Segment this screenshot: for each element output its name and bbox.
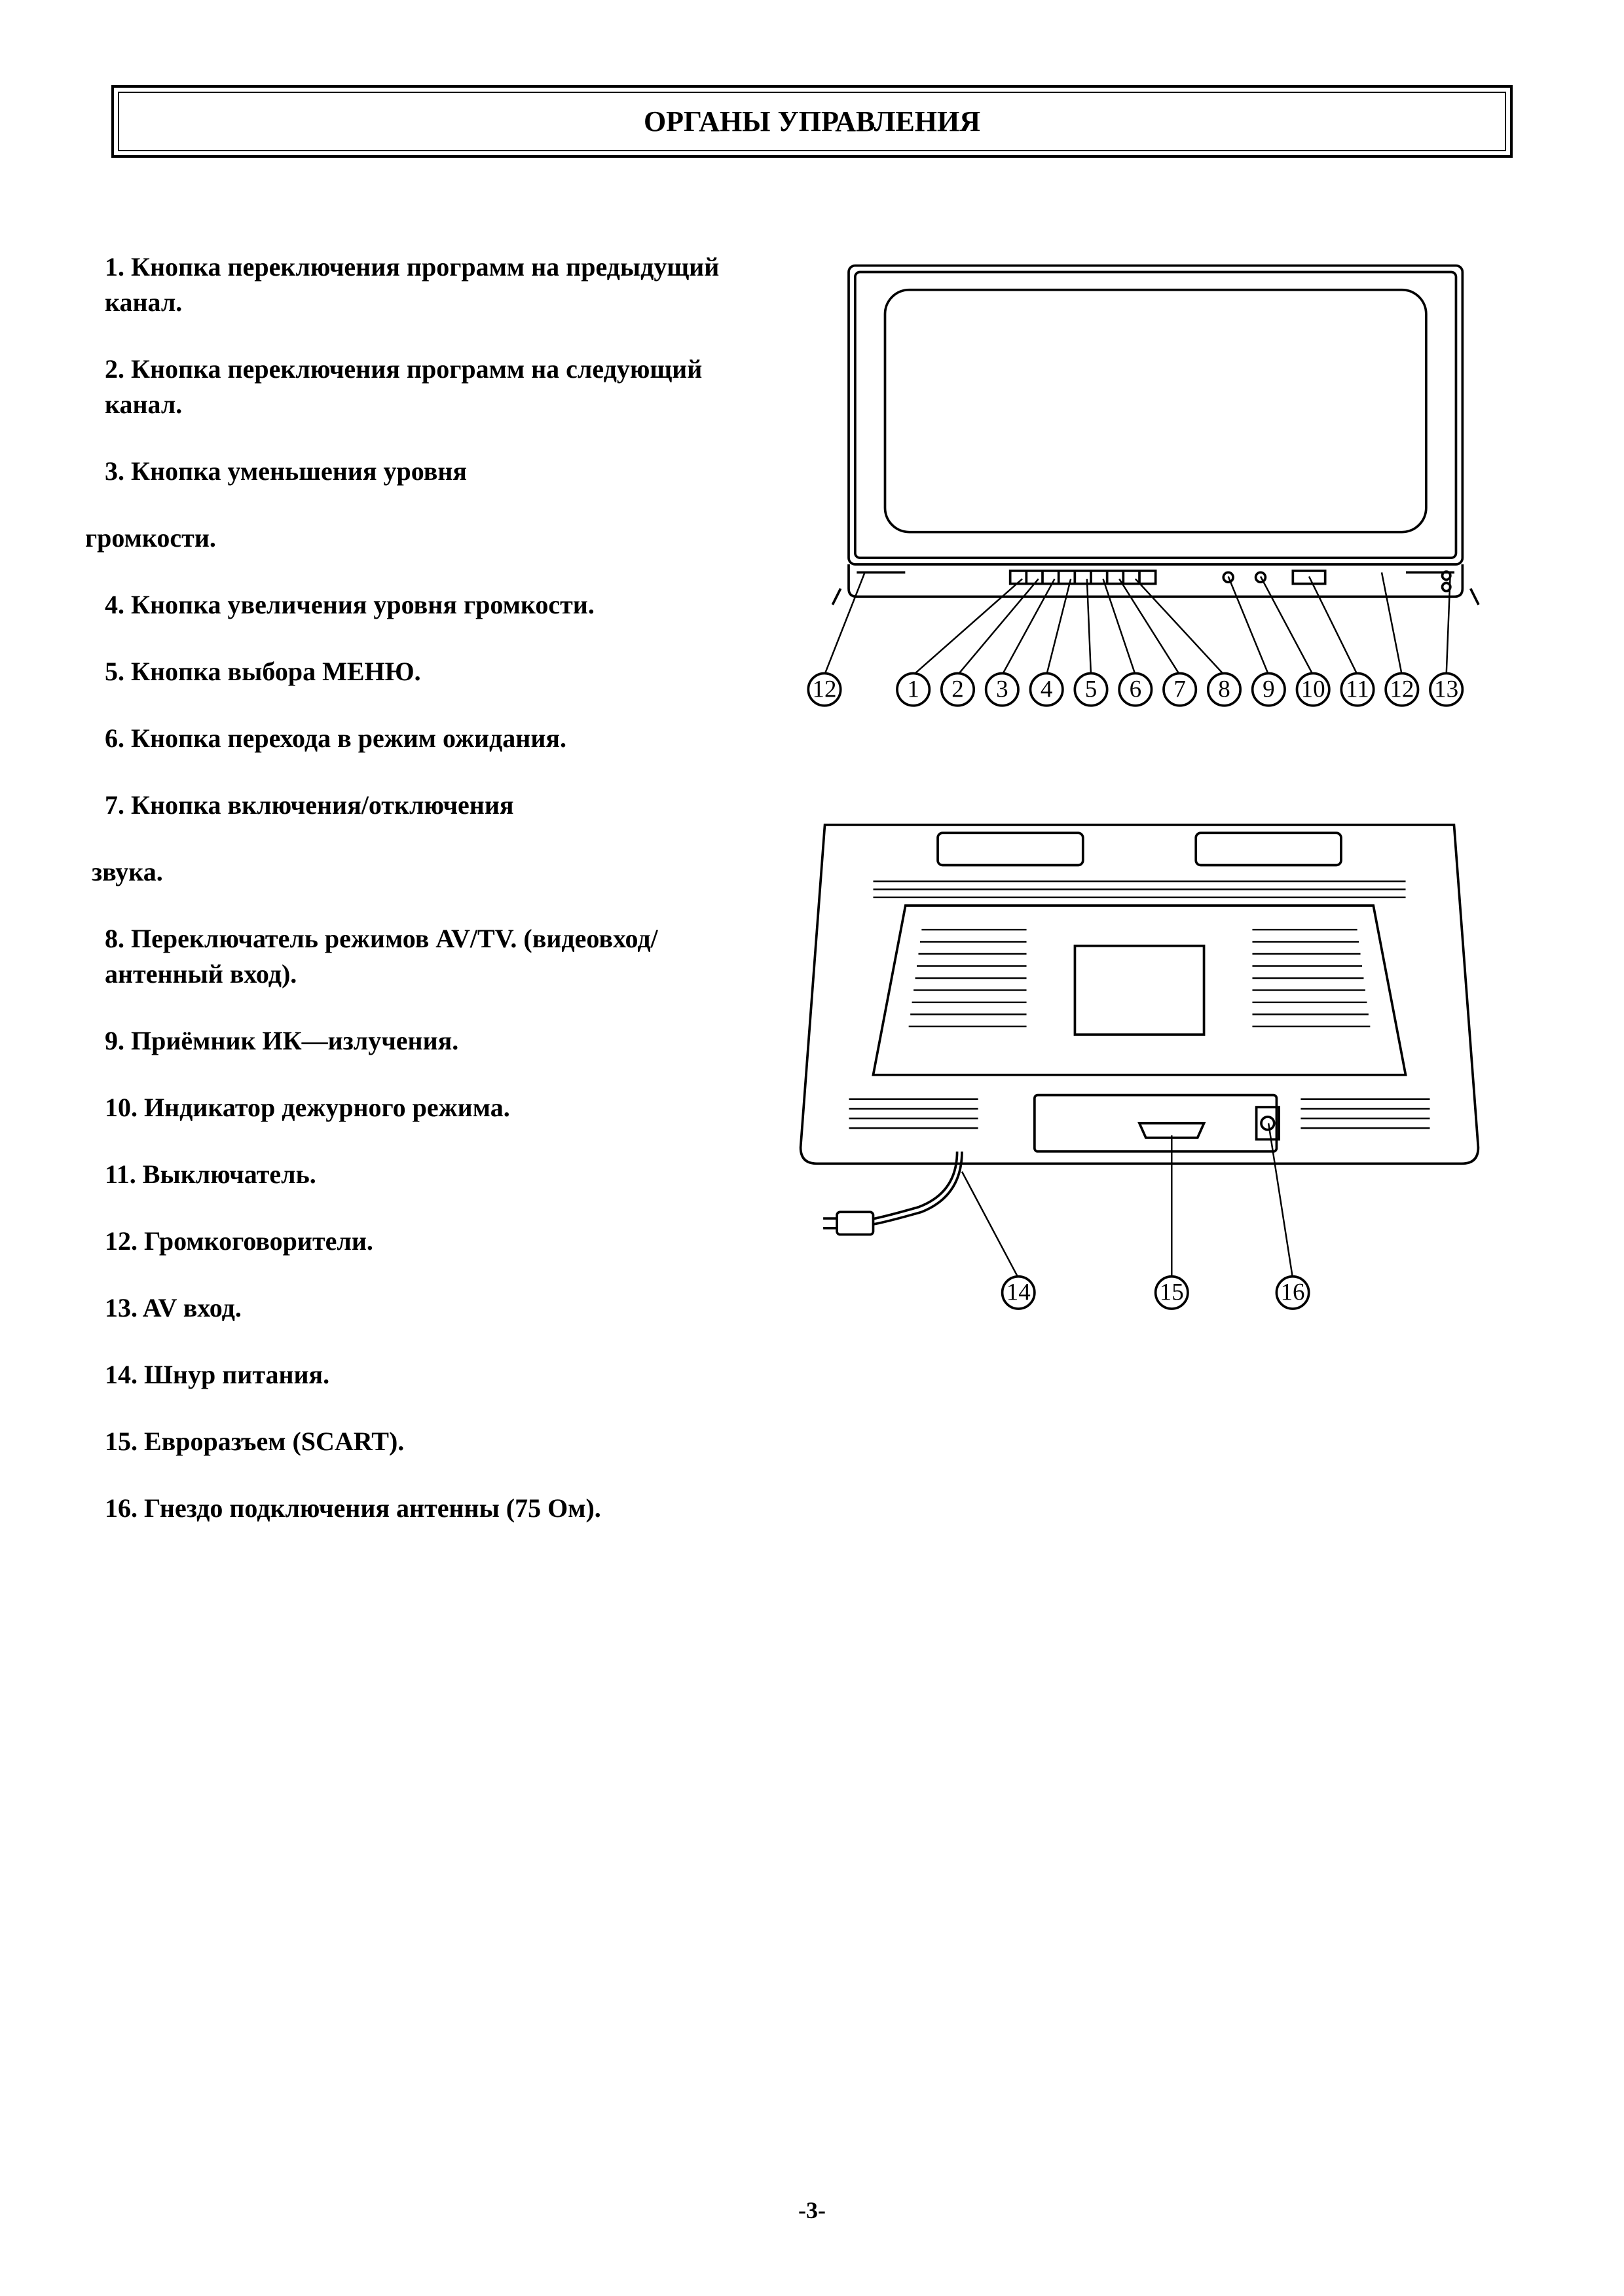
svg-text:9: 9 bbox=[1263, 676, 1275, 702]
svg-text:7: 7 bbox=[1173, 676, 1186, 702]
page-number: -3- bbox=[0, 2196, 1624, 2224]
svg-text:1: 1 bbox=[907, 676, 919, 702]
list-item: 12. Громкоговорители. bbox=[105, 1224, 733, 1259]
svg-text:3: 3 bbox=[996, 676, 1008, 702]
svg-text:5: 5 bbox=[1085, 676, 1098, 702]
svg-text:12: 12 bbox=[813, 676, 837, 702]
title-frame: ОРГАНЫ УПРАВЛЕНИЯ bbox=[111, 85, 1513, 158]
list-item: громкости. bbox=[85, 520, 733, 556]
list-item: 1. Кнопка переключения программ на преды… bbox=[105, 249, 733, 320]
list-item: 4. Кнопка увеличения уровня громкости. bbox=[105, 587, 733, 623]
list-item: 7. Кнопка включения/отключения bbox=[105, 788, 733, 823]
list-item: 8. Переключатель режимов AV/TV. (видеовх… bbox=[105, 921, 733, 992]
svg-text:16: 16 bbox=[1281, 1278, 1305, 1305]
list-item: звука. bbox=[92, 854, 733, 890]
list-item: 16. Гнездо подключения антенны (75 Ом). bbox=[105, 1491, 733, 1526]
list-item: 13. AV вход. bbox=[105, 1290, 733, 1326]
svg-text:11: 11 bbox=[1346, 676, 1369, 702]
svg-text:14: 14 bbox=[1006, 1278, 1031, 1305]
svg-text:15: 15 bbox=[1160, 1278, 1184, 1305]
page-title: ОРГАНЫ УПРАВЛЕНИЯ bbox=[118, 92, 1506, 151]
list-item: 14. Шнур питания. bbox=[105, 1357, 733, 1393]
list-item: 2. Кнопка переключения программ на следу… bbox=[105, 352, 733, 422]
controls-list: 1. Кнопка переключения программ на преды… bbox=[105, 249, 733, 1558]
list-item: 11. Выключатель. bbox=[105, 1157, 733, 1192]
list-item: 5. Кнопка выбора МЕНЮ. bbox=[105, 654, 733, 689]
svg-text:12: 12 bbox=[1390, 676, 1414, 702]
list-item: 3. Кнопка уменьшения уровня bbox=[105, 454, 733, 489]
tv-back-diagram: 14 15 16 bbox=[760, 776, 1519, 1333]
svg-text:4: 4 bbox=[1041, 676, 1053, 702]
tv-front-diagram: 1212345678910111213 bbox=[760, 249, 1519, 734]
list-item: 15. Евроразъем (SCART). bbox=[105, 1424, 733, 1459]
list-item: 9. Приёмник ИК—излучения. bbox=[105, 1023, 733, 1059]
svg-text:6: 6 bbox=[1130, 676, 1142, 702]
svg-text:13: 13 bbox=[1434, 676, 1458, 702]
list-item: 6. Кнопка перехода в режим ожидания. bbox=[105, 721, 733, 756]
svg-text:8: 8 bbox=[1218, 676, 1230, 702]
svg-text:2: 2 bbox=[951, 676, 964, 702]
list-item: 10. Индикатор дежурного режима. bbox=[105, 1090, 733, 1125]
svg-text:10: 10 bbox=[1301, 676, 1325, 702]
